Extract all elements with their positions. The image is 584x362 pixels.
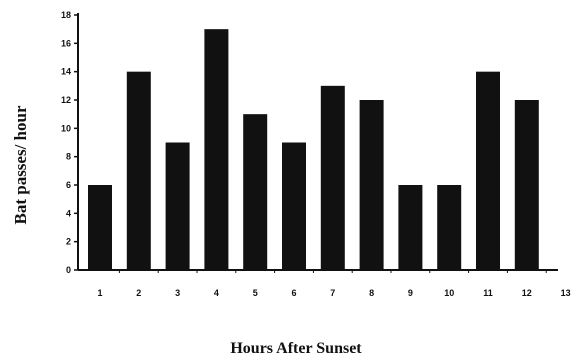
y-tick-label: 4 [66,208,71,218]
y-tick-label: 16 [61,38,71,48]
bars [88,29,539,271]
x-tick-label: 7 [330,288,335,298]
x-tick-label: 10 [444,288,454,298]
bar-hour-9 [398,185,423,270]
x-tick-label: 5 [253,288,258,298]
bar-hour-6 [282,142,306,270]
y-tick-label: 2 [66,237,71,247]
y-tick-label: 0 [66,265,71,275]
x-tick-label: 8 [369,288,374,298]
y-axis-title: Bat passes/ hour [11,105,30,224]
x-tick-label: 4 [214,288,219,298]
x-tick-label: 2 [136,288,141,298]
bar-hour-5 [243,114,268,271]
bar-hour-1 [88,185,112,270]
y-tick-label: 6 [66,180,71,190]
x-tick-label: 1 [97,288,102,298]
y-tick-label: 8 [66,152,71,162]
x-axis: 1 2 3 4 5 6 7 8 9 10 11 12 13 [78,269,571,298]
x-axis-title: Hours After Sunset [230,340,362,357]
bar-hour-8 [359,100,384,270]
bar-hour-12 [514,100,539,270]
x-tick-label: 13 [561,288,571,298]
x-tick-label: 3 [175,288,180,298]
y-axis: 0 2 4 6 8 10 12 14 16 18 [61,10,79,275]
y-tick-label: 10 [61,123,71,133]
bar-hour-3 [165,142,190,270]
bar-hour-10 [437,185,462,270]
bar-hour-11 [476,71,500,271]
x-tick-label: 6 [291,288,296,298]
x-tick-label: 9 [408,288,413,298]
bar-hour-2 [126,71,151,271]
y-tick-label: 12 [61,95,71,105]
x-tick-label: 12 [522,288,532,298]
x-tick-label: 11 [483,288,493,298]
y-tick-label: 18 [61,10,71,20]
y-tick-label: 14 [61,67,71,77]
bar-hour-4 [204,29,229,270]
bar-hour-7 [320,85,345,270]
